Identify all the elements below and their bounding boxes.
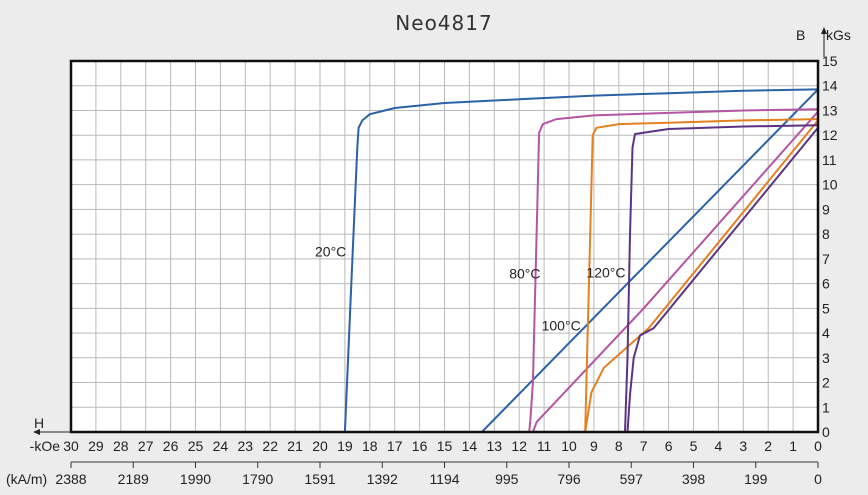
x-tick-label: 15: [437, 438, 453, 454]
y-tick-label: 1: [822, 399, 830, 415]
x-tick-label: 25: [188, 438, 204, 454]
x-tick-label: 2: [764, 438, 772, 454]
x-tick-label: 10: [561, 438, 577, 454]
x-tick-label: 5: [690, 438, 698, 454]
x-tick-label: 24: [213, 438, 229, 454]
y-tick-label: 13: [822, 102, 838, 118]
intrinsic-curve: [343, 88, 819, 433]
chart-title: Neo4817: [395, 11, 492, 35]
y-tick-label: 15: [822, 53, 838, 69]
y-tick-label: 3: [822, 350, 830, 366]
y-tick-label: 8: [822, 226, 830, 242]
y-tick-label: 6: [822, 276, 830, 292]
normal-curve: [584, 119, 819, 433]
x-tick-label: 0: [814, 438, 822, 454]
y-tick-label: 5: [822, 300, 830, 316]
secondary-tick-label: 398: [682, 471, 706, 487]
y-axis-unit: kGs: [826, 27, 851, 43]
intrinsic-curve: [528, 108, 819, 433]
secondary-tick-label: 2388: [55, 471, 86, 487]
secondary-tick-label: 597: [620, 471, 644, 487]
secondary-tick-label: 796: [557, 471, 581, 487]
series-80°C: [528, 108, 819, 433]
x-tick-label: 23: [238, 438, 254, 454]
normal-curve: [531, 111, 819, 433]
x-tick-label: 9: [590, 438, 598, 454]
x-axis-name: H: [34, 415, 44, 431]
x-tick-label: 21: [287, 438, 303, 454]
y-tick-label: 9: [822, 201, 830, 217]
x-tick-label: 6: [665, 438, 673, 454]
secondary-tick-label: 1990: [180, 471, 211, 487]
y-tick-label: 7: [822, 251, 830, 267]
x-tick-label: 14: [462, 438, 478, 454]
curve-label: 120°C: [586, 264, 625, 280]
x-tick-label: 20: [312, 438, 328, 454]
x-tick-label: 8: [615, 438, 623, 454]
x-tick-label: 29: [88, 438, 104, 454]
y-tick-label: 2: [822, 375, 830, 391]
plot-frame: [69, 59, 820, 434]
x-tick-label: 4: [715, 438, 723, 454]
x-tick-label: 30: [63, 438, 79, 454]
x-axis-unit: -kOe: [30, 438, 61, 454]
x-tick-label: 12: [511, 438, 527, 454]
x-tick-label: 17: [387, 438, 403, 454]
series-120°C: [584, 118, 819, 433]
secondary-tick-label: 1790: [242, 471, 273, 487]
normal-curve: [481, 88, 819, 433]
x-tick-label: 19: [337, 438, 353, 454]
secondary-tick-label: 0: [814, 471, 822, 487]
secondary-tick-label: 1194: [429, 471, 459, 487]
y-tick-label: 4: [822, 325, 830, 341]
series-20°C: [343, 88, 819, 433]
x-tick-label: 3: [739, 438, 747, 454]
series-100°C: [624, 124, 819, 433]
x-tick-label: 18: [362, 438, 378, 454]
y-tick-label: 14: [822, 78, 838, 94]
x-tick-label: 28: [113, 438, 129, 454]
secondary-tick-label: 2189: [118, 471, 149, 487]
x-tick-label: 11: [537, 438, 552, 454]
y-tick-label: 0: [822, 424, 830, 440]
y-tick-label: 10: [822, 177, 838, 193]
x-tick-label: 26: [163, 438, 179, 454]
secondary-tick-label: 1591: [304, 471, 335, 487]
y-tick-label: 11: [822, 152, 837, 168]
x-tick-label: 27: [138, 438, 154, 454]
secondary-tick-label: 199: [744, 471, 768, 487]
x-tick-label: 13: [487, 438, 503, 454]
x-tick-label: 7: [640, 438, 648, 454]
normal-curve: [626, 127, 819, 433]
x-axis-arrowhead: [33, 429, 40, 435]
secondary-tick-label: 1392: [367, 471, 398, 487]
x-tick-label: 22: [262, 438, 278, 454]
x-tick-label: 16: [412, 438, 428, 454]
y-axis-name: B: [796, 27, 805, 43]
secondary-axis-unit: (kA/m): [6, 471, 47, 487]
intrinsic-curve: [584, 118, 819, 433]
curve-label: 20°C: [315, 243, 346, 259]
secondary-tick-label: 995: [495, 471, 519, 487]
curve-label: 80°C: [509, 266, 540, 282]
intrinsic-curve: [624, 124, 819, 433]
y-axis-arrowhead: [821, 27, 827, 34]
y-tick-label: 12: [822, 127, 838, 143]
x-tick-label: 1: [789, 438, 797, 454]
curve-label: 100°C: [542, 318, 581, 334]
